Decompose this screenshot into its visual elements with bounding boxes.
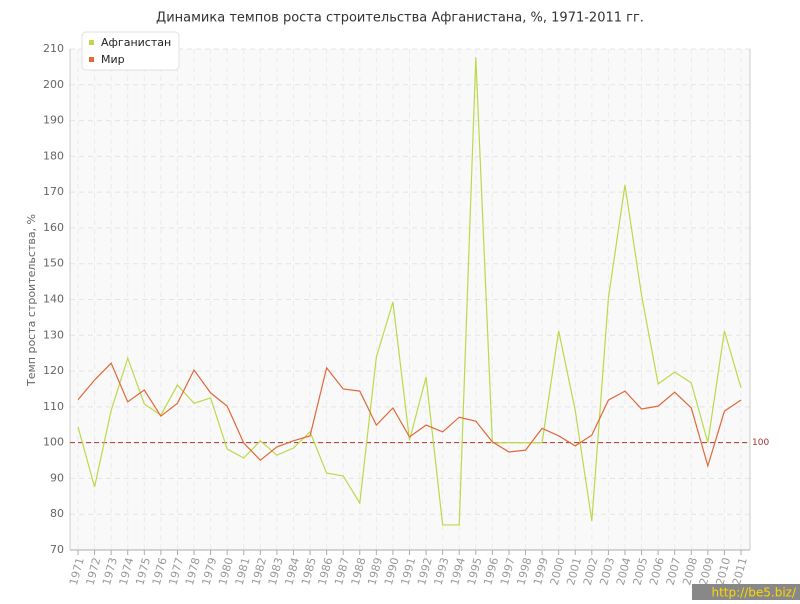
legend-label: Мир [101, 53, 125, 66]
y-tick-label: 200 [43, 78, 64, 91]
y-tick-label: 130 [43, 328, 64, 341]
watermark-box [692, 584, 800, 600]
y-tick-label: 110 [43, 400, 64, 413]
y-tick-label: 170 [43, 185, 64, 198]
y-tick-label: 80 [50, 507, 64, 520]
y-tick-label: 70 [50, 543, 64, 556]
legend-label: Афганистан [101, 36, 171, 49]
legend-swatch [89, 57, 94, 62]
legend-swatch [89, 40, 94, 45]
y-tick-label: 190 [43, 114, 64, 127]
reference-label: 100 [752, 438, 769, 448]
y-tick-label: 140 [43, 293, 64, 306]
y-tick-label: 160 [43, 221, 64, 234]
x-tick-label: 2011 [730, 556, 750, 586]
legend-box [81, 31, 180, 71]
y-tick-label: 150 [43, 257, 64, 270]
y-tick-label: 120 [43, 364, 64, 377]
y-tick-label: 210 [43, 42, 64, 55]
y-tick-label: 180 [43, 149, 64, 162]
y-axis-label: Темп роста строительства, % [25, 214, 38, 387]
watermark: http://be5.biz/ [711, 586, 796, 600]
chart-title: Динамика темпов роста строительства Афга… [156, 11, 644, 26]
y-tick-label: 100 [43, 436, 64, 449]
legend: Афганистан Мир [81, 31, 180, 71]
series-line [77, 362, 742, 469]
y-tick-label: 90 [50, 471, 64, 484]
series-line [77, 57, 742, 526]
